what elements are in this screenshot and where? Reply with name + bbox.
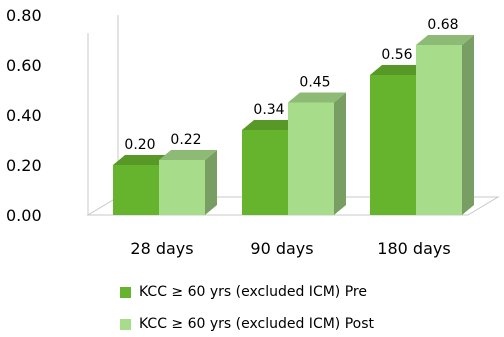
y-tick-label: 0.80 xyxy=(6,6,42,25)
y-tick-label: 0.20 xyxy=(6,156,42,175)
bar-value-label: 0.56 xyxy=(381,47,412,63)
x-tick-label: 90 days xyxy=(250,239,313,258)
y-tick-label: 0.00 xyxy=(6,206,42,225)
x-tick-label: 180 days xyxy=(377,239,450,258)
bar-value-label: 0.20 xyxy=(124,137,155,153)
bar-post xyxy=(416,35,474,215)
legend-swatch-pre xyxy=(120,287,131,298)
x-tick-label: 28 days xyxy=(130,239,193,258)
x-axis-tick-labels: 28 days 90 days 180 days xyxy=(130,239,450,258)
bars-group xyxy=(113,35,474,215)
y-tick-label: 0.40 xyxy=(6,106,42,125)
bar-front-face xyxy=(113,165,159,215)
bar-value-label: 0.34 xyxy=(253,102,284,118)
bar-side-face xyxy=(205,150,217,215)
bar-side-face xyxy=(334,93,346,216)
legend-swatch-post xyxy=(120,319,131,330)
bar-value-label: 0.68 xyxy=(427,17,458,33)
y-axis-tick-labels: 0.00 0.20 0.40 0.60 0.80 xyxy=(6,6,42,225)
legend-item-post: KCC ≥ 60 yrs (excluded ICM) Post xyxy=(120,316,374,332)
bar-front-face xyxy=(288,103,334,216)
bar-side-face xyxy=(462,35,474,215)
bar-value-label: 0.45 xyxy=(299,75,330,91)
bar-front-face xyxy=(416,45,462,215)
bar-front-face xyxy=(370,75,416,215)
legend-item-pre: KCC ≥ 60 yrs (excluded ICM) Pre xyxy=(120,284,367,300)
bar-post xyxy=(159,150,217,215)
y-tick-label: 0.60 xyxy=(6,56,42,75)
bar-front-face xyxy=(159,160,205,215)
bar-front-face xyxy=(242,130,288,215)
legend-label-post: KCC ≥ 60 yrs (excluded ICM) Post xyxy=(139,316,374,332)
legend-label-pre: KCC ≥ 60 yrs (excluded ICM) Pre xyxy=(139,284,367,300)
bar-post xyxy=(288,93,346,216)
bar-value-label: 0.22 xyxy=(170,132,201,148)
